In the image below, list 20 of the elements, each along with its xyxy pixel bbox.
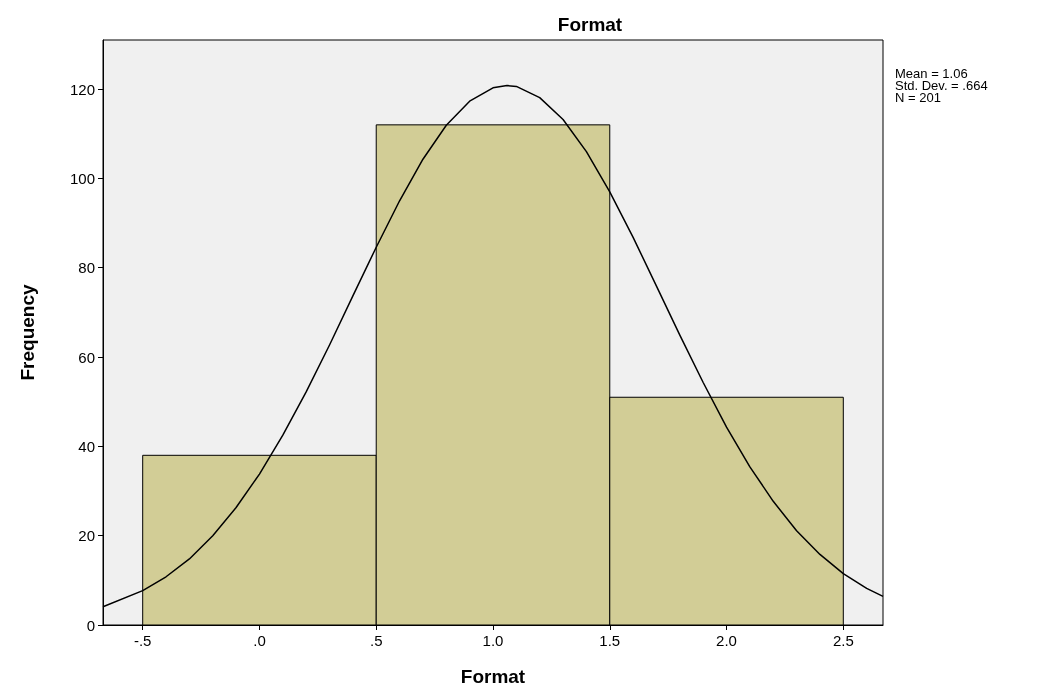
x-axis-title: Format <box>460 666 526 687</box>
x-tick-label: -.5 <box>133 632 152 649</box>
y-tick-label: 100 <box>69 169 95 187</box>
x-tick-label: 2.5 <box>832 632 854 649</box>
text: N = 201 <box>895 90 941 105</box>
y-tick-label: 20 <box>78 527 95 545</box>
y-tick-label: 120 <box>69 80 95 98</box>
chart-title: Format <box>557 14 623 35</box>
text: Mean = 1.06 <box>895 66 968 81</box>
x-tick-label: 2.0 <box>716 632 737 649</box>
y-tick-label: 40 <box>78 437 95 455</box>
x-tick-label: 1.5 <box>599 632 621 649</box>
y-axis-title: Frequency <box>17 284 38 381</box>
y-tick-label: 0 <box>86 616 95 634</box>
x-tick-label: .5 <box>369 632 383 649</box>
x-tick-label: .0 <box>253 632 266 649</box>
y-tick-label: 80 <box>78 259 95 277</box>
y-tick-label: 60 <box>78 348 95 366</box>
x-tick-label: 1.0 <box>482 632 504 649</box>
text: Std. Dev. = .664 <box>895 78 988 93</box>
